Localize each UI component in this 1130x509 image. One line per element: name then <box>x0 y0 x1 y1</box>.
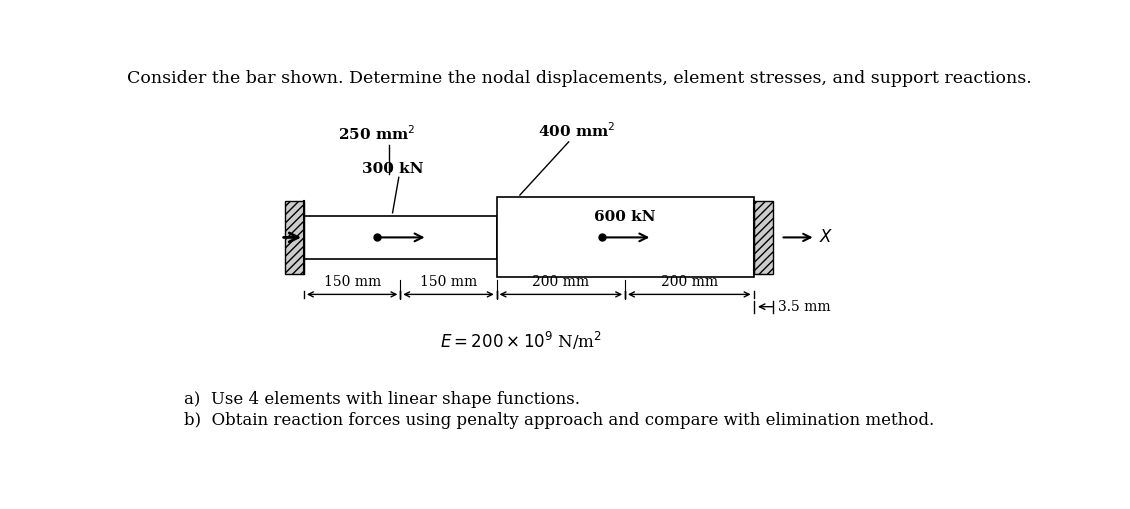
Text: 3.5 mm: 3.5 mm <box>777 300 831 314</box>
Text: 300 kN: 300 kN <box>362 162 424 176</box>
Text: $E = 200 \times 10^9$ N/m$^2$: $E = 200 \times 10^9$ N/m$^2$ <box>440 330 602 352</box>
Bar <box>304 216 497 259</box>
Text: b)  Obtain reaction forces using penalty approach and compare with elimination m: b) Obtain reaction forces using penalty … <box>184 412 935 429</box>
Text: a)  Use 4 elements with linear shape functions.: a) Use 4 elements with linear shape func… <box>184 391 580 408</box>
Text: Consider the bar shown. Determine the nodal displacements, element stresses, and: Consider the bar shown. Determine the no… <box>127 70 1032 87</box>
Bar <box>285 201 304 274</box>
Text: 200 mm: 200 mm <box>532 275 590 290</box>
Text: 200 mm: 200 mm <box>661 275 718 290</box>
Bar <box>497 197 754 277</box>
Text: 150 mm: 150 mm <box>420 275 477 290</box>
Text: 150 mm: 150 mm <box>323 275 381 290</box>
Text: 600 kN: 600 kN <box>594 210 655 223</box>
Text: 400 mm$^2$: 400 mm$^2$ <box>538 121 615 139</box>
Text: 250 mm$^2$: 250 mm$^2$ <box>339 124 416 143</box>
Bar <box>754 201 773 274</box>
Text: $X$: $X$ <box>819 229 834 246</box>
